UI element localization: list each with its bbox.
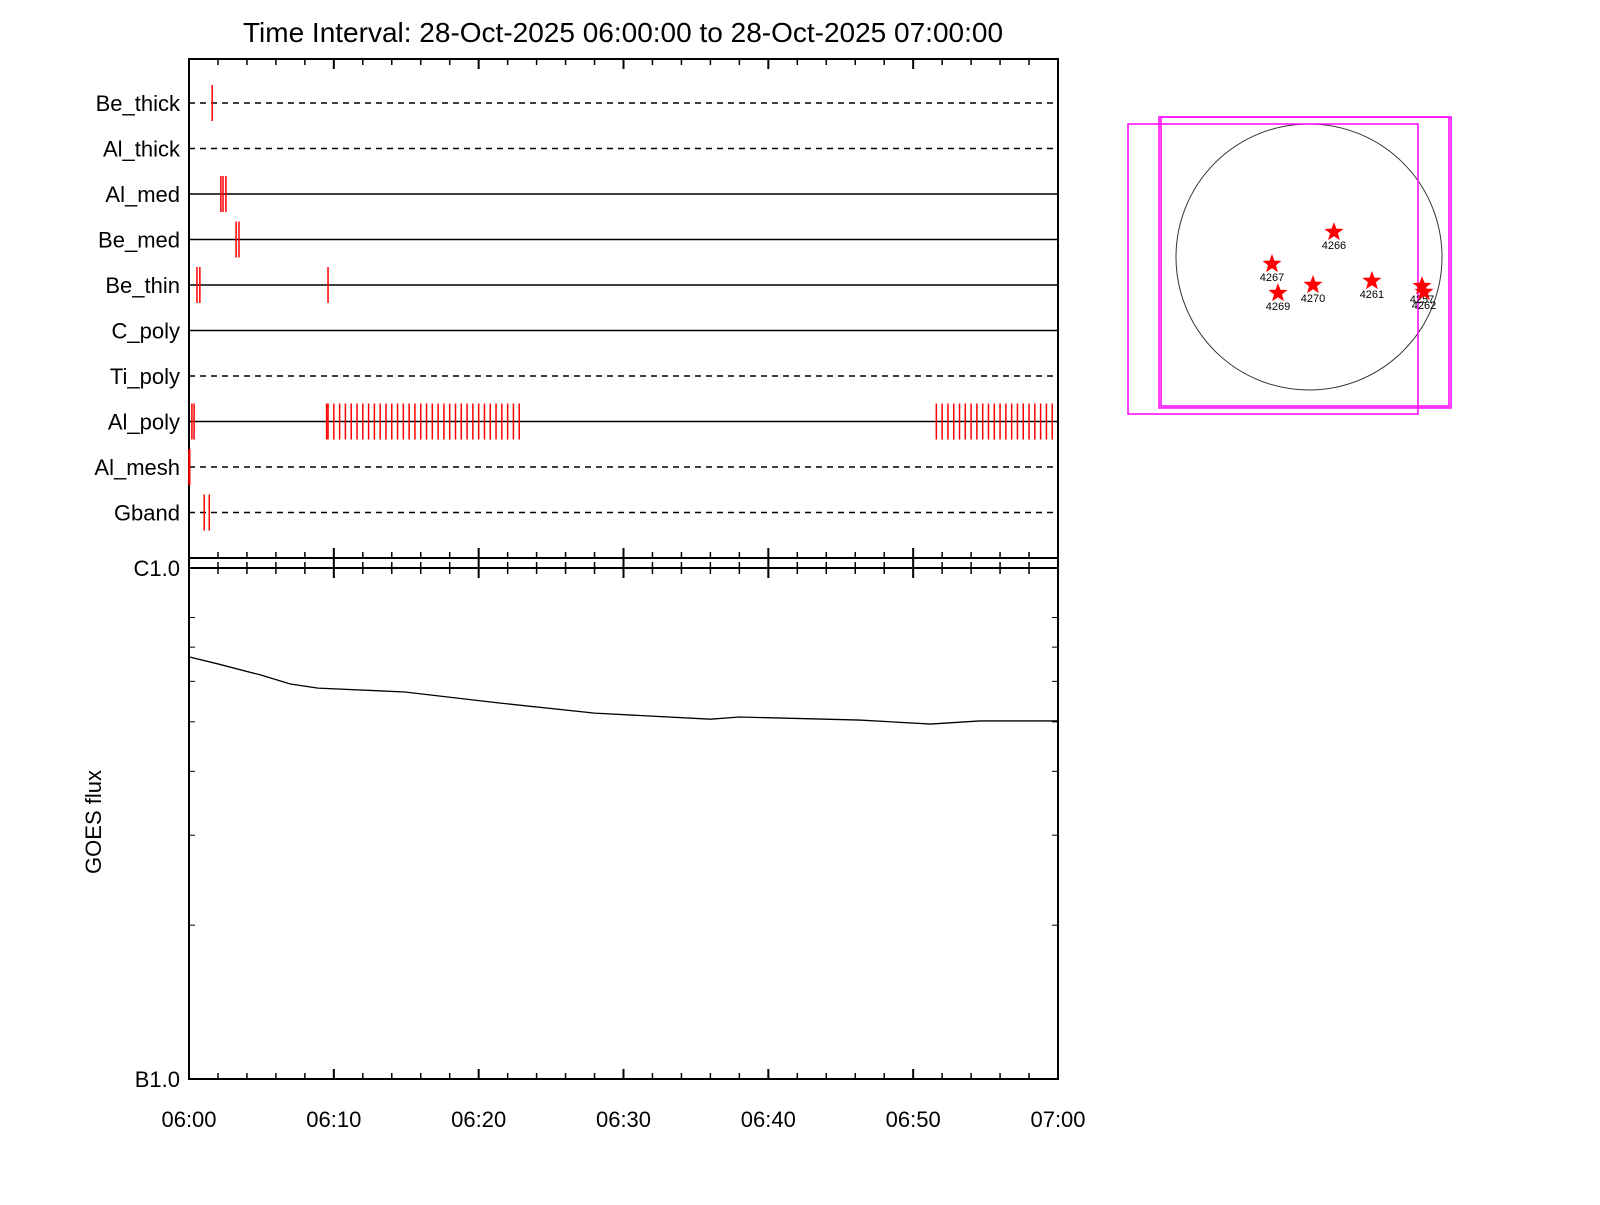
title: Time Interval: 28-Oct-2025 06:00:00 to 2…: [243, 17, 1003, 48]
region-star: [1324, 222, 1344, 241]
row-label: Ti_poly: [110, 364, 180, 389]
y-tick-label: C1.0: [134, 556, 180, 581]
x-tick-label: 06:40: [741, 1107, 796, 1132]
region-star: [1362, 271, 1382, 290]
region-star: [1303, 275, 1323, 294]
region-label: 4270: [1301, 293, 1325, 305]
fov-box: [1127, 123, 1419, 415]
region-label: 4267: [1260, 272, 1284, 284]
row-label: Al_mesh: [94, 455, 180, 480]
row-label: Al_med: [105, 182, 180, 207]
region-label: 4266: [1322, 240, 1346, 252]
row-label: Gband: [114, 501, 180, 526]
row-label: Al_thick: [103, 137, 181, 162]
row-label: Al_poly: [108, 410, 180, 435]
x-tick-label: 06:30: [596, 1107, 651, 1132]
region-label: 4269: [1266, 301, 1290, 313]
y-tick-label: B1.0: [135, 1067, 180, 1092]
region-label: 4261: [1360, 289, 1384, 301]
row-label: Be_thin: [105, 273, 180, 298]
x-tick-label: 07:00: [1030, 1107, 1085, 1132]
region-star: [1414, 282, 1434, 301]
row-label: C_poly: [112, 319, 180, 344]
region-star: [1412, 276, 1432, 295]
x-tick-label: 06:50: [886, 1107, 941, 1132]
flux-line: [188, 656, 1058, 725]
region-label: 4262: [1412, 300, 1436, 312]
x-tick-label: 06:10: [306, 1107, 361, 1132]
x-tick-label: 06:00: [161, 1107, 216, 1132]
row-label: Be_med: [98, 228, 180, 253]
y-axis-label: GOES flux: [81, 770, 106, 874]
region-star: [1268, 283, 1288, 302]
row-label: Be_thick: [96, 91, 181, 116]
region-star: [1262, 254, 1282, 273]
fov-box: [1160, 116, 1450, 407]
x-tick-label: 06:20: [451, 1107, 506, 1132]
